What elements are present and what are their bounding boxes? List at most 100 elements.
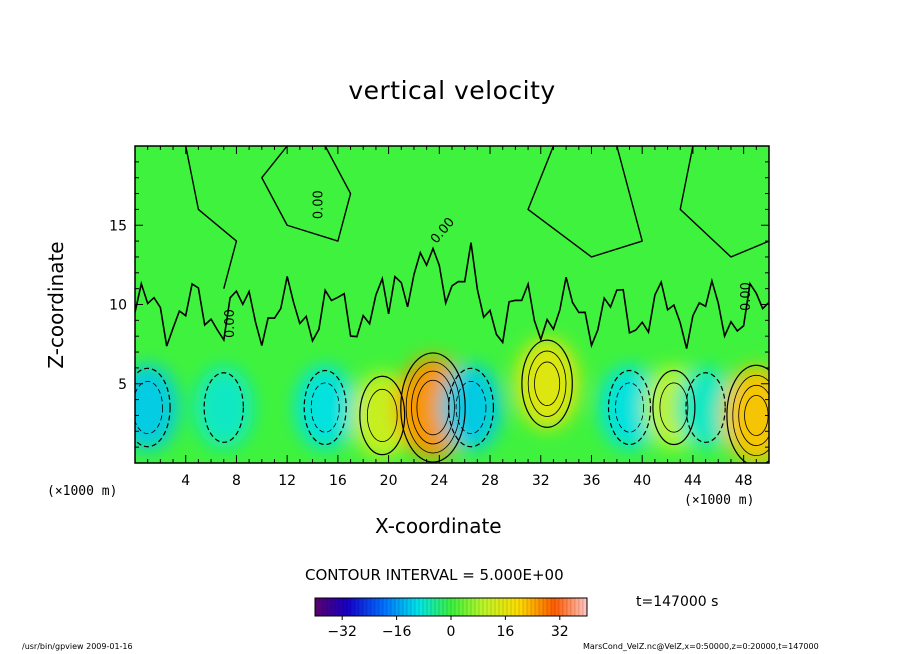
colorbar-swatch-0 [315, 598, 320, 616]
x-tick-label-40: 40 [633, 473, 651, 489]
colorbar-swatch-7 [343, 598, 348, 616]
colorbar-swatch-14 [371, 598, 376, 616]
colorbar-swatch-60 [555, 598, 560, 616]
colorbar-swatch-25 [415, 598, 420, 616]
contour-cell-5-2 [455, 380, 487, 435]
velocity-cell-1 [194, 366, 253, 449]
colorbar-tick-label-0: −32 [327, 624, 357, 640]
colorbar-swatch-10 [355, 598, 360, 616]
colorbar-swatch-9 [351, 598, 356, 616]
x-tick-label-24: 24 [430, 473, 448, 489]
colorbar-swatch-13 [367, 598, 372, 616]
colorbar-swatch-56 [539, 598, 544, 616]
colorbar-swatch-51 [519, 598, 524, 616]
contour-cell-6-1 [521, 339, 573, 428]
contour-cell-2-2 [310, 382, 340, 433]
y-tick-label-5: 5 [118, 377, 127, 393]
colorbar-swatch-23 [407, 598, 412, 616]
zero-contour-upper-1 [261, 146, 352, 242]
colorbar-swatch-66 [579, 598, 584, 616]
colorbar-swatch-40 [475, 598, 480, 616]
colorbar: −32 −16 0 16 32 [314, 597, 588, 640]
contour-cell-0-2 [135, 380, 164, 435]
x-axis-unit: (×1000 m) [684, 493, 755, 508]
y-tick-label-15: 15 [109, 218, 127, 234]
x-tick-label-16: 16 [329, 473, 347, 489]
y-tick-label-10: 10 [109, 298, 127, 314]
contour-lines [135, 146, 769, 463]
y-axis-label: Z-coordinate [44, 241, 68, 369]
colorbar-swatch-18 [387, 598, 392, 616]
colorbar-swatch-31 [439, 598, 444, 616]
colorbar-swatch-62 [563, 598, 568, 616]
colorbar-swatch-47 [503, 598, 508, 616]
colorbar-swatch-37 [463, 598, 468, 616]
footer-source-file: MarsCond_VelZ.nc@VelZ,x=0:50000,z=0:2000… [583, 642, 819, 651]
colorbar-swatch-28 [427, 598, 432, 616]
contour-cell-10-3 [738, 384, 769, 446]
x-tick-label-4: 4 [181, 473, 190, 489]
colorbar-swatch-45 [495, 598, 500, 616]
footer-program-date: /usr/bin/gpview 2009-01-16 [22, 642, 133, 651]
zero-contour-main [135, 242, 769, 349]
contour-cell-4-2 [405, 361, 461, 454]
chart-title: vertical velocity [348, 76, 556, 105]
colorbar-swatch-46 [499, 598, 504, 616]
colorbar-swatch-17 [383, 598, 388, 616]
contour-cell-4-3 [411, 370, 455, 445]
colorbar-swatch-59 [551, 598, 556, 616]
contour-cell-10-2 [732, 374, 769, 456]
colorbar-swatch-21 [399, 598, 404, 616]
x-tick-label-36: 36 [583, 473, 601, 489]
colorbar-swatch-2 [323, 598, 328, 616]
contour-cell-4-1 [400, 352, 466, 463]
y-axis: 5 10 15 [109, 145, 769, 464]
cell-blobs [135, 338, 769, 463]
colorbar-swatch-64 [571, 598, 576, 616]
colorbar-swatch-22 [403, 598, 408, 616]
velocity-cell-10 [721, 366, 769, 463]
x-axis-label: X-coordinate [375, 514, 502, 538]
velocity-cell-0 [135, 364, 179, 451]
zero-contour-upper-0 [185, 146, 238, 289]
contour-cell-3-2 [366, 388, 398, 442]
colorbar-swatch-4 [331, 598, 336, 616]
zero-contour-label-1: 0.00 [312, 190, 327, 219]
colorbar-swatch-58 [547, 598, 552, 616]
colorbar-swatch-55 [535, 598, 540, 616]
colorbar-swatch-41 [479, 598, 484, 616]
velocity-cell-2 [295, 365, 356, 450]
colorbar-swatch-20 [395, 598, 400, 616]
colorbar-swatch-67 [583, 598, 588, 616]
colorbar-tick-label-1: −16 [382, 624, 412, 640]
colorbar-tick-label-3: 16 [496, 624, 514, 640]
colorbar-swatch-8 [347, 598, 352, 616]
velocity-cell-6 [514, 338, 580, 430]
zero-contour-upper-3 [679, 146, 769, 258]
colorbar-swatch-50 [515, 598, 520, 616]
contour-cell-1-1 [203, 372, 244, 443]
colorbar-swatch-39 [471, 598, 476, 616]
colorbar-swatch-35 [455, 598, 460, 616]
x-tick-label-20: 20 [380, 473, 398, 489]
colorbar-tick-label-2: 0 [447, 624, 456, 640]
colorbar-swatch-44 [491, 598, 496, 616]
colorbar-swatch-29 [431, 598, 436, 616]
colorbar-swatch-34 [451, 598, 456, 616]
colorbar-swatch-38 [467, 598, 472, 616]
colorbar-swatch-26 [419, 598, 424, 616]
x-tick-label-8: 8 [232, 473, 241, 489]
contour-cell-7-1 [607, 369, 652, 446]
zero-contour-label-3: 0.00 [739, 282, 754, 311]
x-axis: 4 8 12 16 20 24 28 32 36 40 44 48 [134, 146, 770, 489]
colorbar-swatch-36 [459, 598, 464, 616]
contour-interval-label: CONTOUR INTERVAL = 5.000E+00 [305, 566, 564, 584]
x-tick-label-32: 32 [532, 473, 550, 489]
y-axis-unit: (×1000 m) [47, 484, 118, 499]
colorbar-swatch-63 [567, 598, 572, 616]
velocity-cell-3 [351, 372, 414, 459]
colorbar-swatch-65 [575, 598, 580, 616]
colorbar-swatch-1 [319, 598, 324, 616]
colorbar-swatch-43 [487, 598, 492, 616]
colorbar-swatch-33 [447, 598, 452, 616]
